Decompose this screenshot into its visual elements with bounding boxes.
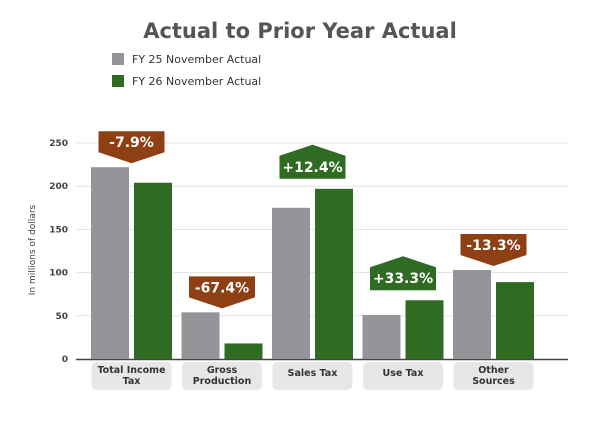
bar-fy25 bbox=[181, 312, 220, 359]
change-badge-label: -7.9% bbox=[109, 135, 154, 151]
bar-fy25 bbox=[362, 314, 401, 359]
category-label: Sales Tax bbox=[288, 368, 338, 379]
category-label: Use Tax bbox=[383, 368, 424, 379]
annotations: -7.9% -67.4% +12.4% +33.3% -13.3% bbox=[98, 131, 527, 309]
legend: FY 25 November Actual FY 26 November Actu… bbox=[112, 53, 261, 88]
change-badge bbox=[189, 276, 255, 309]
category-label-box bbox=[91, 362, 172, 390]
chart-title: Actual to Prior Year Actual bbox=[143, 19, 457, 43]
change-badge-label: -67.4% bbox=[195, 280, 249, 296]
bar-fy25 bbox=[272, 207, 310, 359]
change-badge bbox=[98, 131, 165, 164]
change-badge-label: -13.3% bbox=[466, 238, 520, 254]
legend-label: FY 26 November Actual bbox=[132, 75, 261, 88]
y-axis-label: In millions of dollars bbox=[28, 204, 38, 295]
bar-fy26 bbox=[315, 188, 353, 359]
bar-fy26 bbox=[496, 282, 534, 359]
category-label-box bbox=[272, 362, 353, 390]
legend-label: FY 25 November Actual bbox=[132, 53, 261, 66]
bars bbox=[91, 167, 534, 359]
change-badge bbox=[279, 144, 346, 179]
y-tick-label: 100 bbox=[49, 269, 68, 279]
category-label: Other bbox=[478, 365, 509, 376]
bar-fy26 bbox=[405, 300, 444, 359]
category-label-box bbox=[182, 362, 262, 390]
bar-fy25 bbox=[453, 270, 491, 359]
category-label: Gross bbox=[207, 365, 238, 376]
y-tick-label: 150 bbox=[49, 225, 68, 235]
change-badge-label: +33.3% bbox=[373, 271, 433, 287]
legend-swatch bbox=[112, 53, 124, 65]
category-label: Sources bbox=[472, 376, 515, 387]
bar-fy26 bbox=[224, 343, 263, 359]
category-label: Production bbox=[193, 376, 252, 387]
category-label-box bbox=[453, 362, 534, 390]
bar-fy26 bbox=[134, 182, 172, 359]
bar-fy25 bbox=[91, 167, 129, 359]
category-label-box bbox=[363, 362, 443, 390]
category-label: Tax bbox=[123, 376, 141, 387]
legend-swatch bbox=[112, 75, 124, 87]
change-badge-label: +12.4% bbox=[282, 160, 342, 176]
y-tick-label: 200 bbox=[49, 182, 68, 192]
y-tick-label: 250 bbox=[49, 139, 68, 149]
change-badge bbox=[370, 256, 436, 291]
y-tick-label: 0 bbox=[62, 355, 68, 365]
change-badge bbox=[460, 234, 527, 267]
y-tick-label: 50 bbox=[55, 312, 68, 322]
category-label: Total Income bbox=[97, 365, 165, 376]
